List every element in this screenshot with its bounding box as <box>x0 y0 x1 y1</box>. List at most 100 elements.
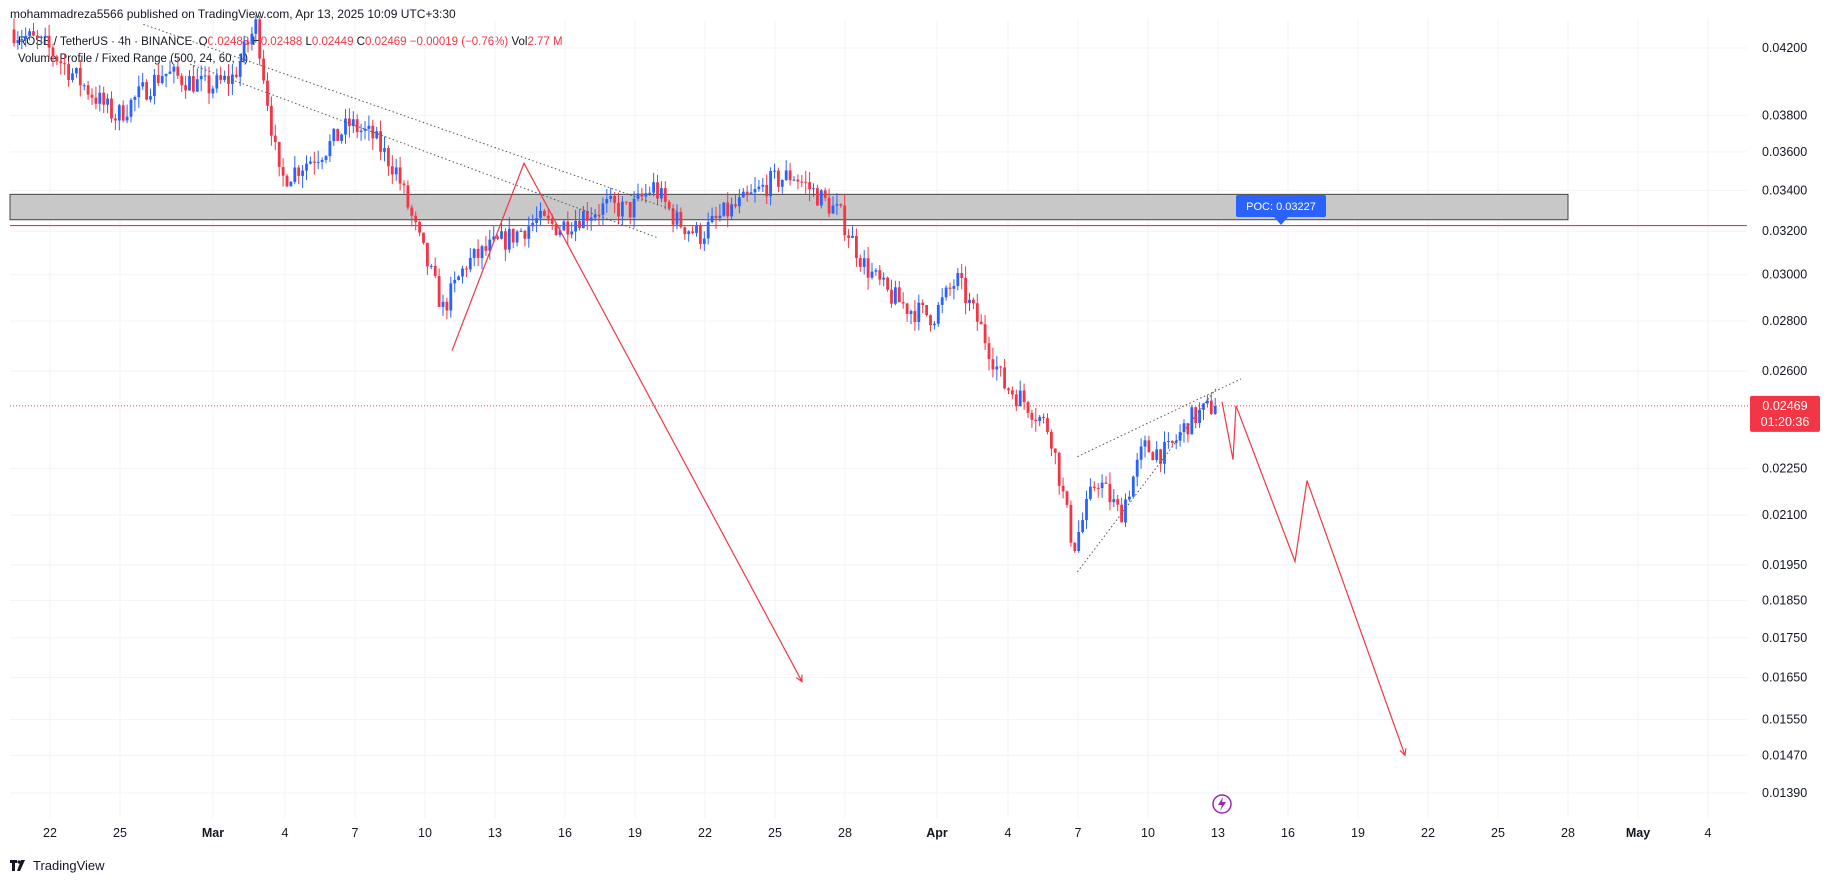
candle-body <box>207 75 211 94</box>
candle-body <box>1014 394 1018 407</box>
candle-body <box>184 85 187 91</box>
y-tick-label: 0.02250 <box>1762 462 1807 476</box>
candle-body <box>1112 499 1116 503</box>
y-tick-label: 0.02800 <box>1762 314 1807 328</box>
candle-body <box>32 31 35 36</box>
candle-body <box>316 161 320 163</box>
last-price-value: 0.02469 <box>1762 399 1807 413</box>
indicator-label[interactable]: Volume Profile / Fixed Range (500, 24, 6… <box>18 53 249 65</box>
candle-body <box>796 179 800 182</box>
candle-body <box>125 116 129 121</box>
projection-arrowhead <box>1399 748 1407 757</box>
candle-body <box>917 302 921 323</box>
candle-body <box>273 135 277 142</box>
candle-body <box>730 204 733 217</box>
y-tick-label: 0.01750 <box>1762 631 1807 645</box>
candle-body <box>301 170 304 176</box>
candle-body <box>1026 402 1030 413</box>
x-tick-label: Apr <box>926 826 948 840</box>
candle-body <box>734 204 737 207</box>
candle-body <box>866 258 870 278</box>
candle-body <box>16 40 20 44</box>
candle-body <box>192 76 195 92</box>
candle-body <box>621 201 624 217</box>
candle-body <box>858 258 862 267</box>
x-tick-label: 19 <box>1351 826 1365 840</box>
candle-body <box>90 94 94 98</box>
candle-body <box>964 277 967 304</box>
candle-body <box>145 82 148 100</box>
candle-body <box>979 321 983 325</box>
candle-body <box>968 299 971 304</box>
candle-body <box>1159 449 1162 464</box>
y-tick-label: 0.02100 <box>1762 508 1807 522</box>
candle-body <box>835 204 839 206</box>
candle-body <box>940 297 944 305</box>
candle-body <box>550 218 554 224</box>
candle-body <box>429 265 433 267</box>
candle-body <box>496 236 499 239</box>
candle-body <box>613 196 616 203</box>
candle-body <box>156 74 160 84</box>
trendline <box>1077 378 1242 458</box>
candle-body <box>1135 459 1139 477</box>
x-tick-label: 4 <box>1005 826 1012 840</box>
x-tick-label: May <box>1626 826 1650 840</box>
candle-body <box>839 204 843 206</box>
candle-body <box>114 118 117 121</box>
candle-body <box>570 231 574 235</box>
high-label: H <box>252 36 261 48</box>
change-value: −0.00019 (−0.76%) <box>409 36 509 48</box>
candle-body <box>1147 440 1151 453</box>
candle-body <box>67 64 70 80</box>
candle-body <box>468 257 472 270</box>
candle-body <box>461 268 464 277</box>
projection-path <box>451 161 803 682</box>
candle-body <box>1178 432 1182 441</box>
candle-body <box>582 211 585 229</box>
candle-body <box>1065 491 1069 505</box>
grid-lines <box>10 20 1747 818</box>
candle-body <box>1170 441 1174 443</box>
candle-body <box>632 198 636 218</box>
projection-arrowhead <box>795 674 803 683</box>
candle-body <box>722 202 726 216</box>
candle-body <box>808 182 811 190</box>
price-axis[interactable]: 0.04200 0.03800 0.03600 0.03400 0.03200 0.030… <box>1762 41 1807 800</box>
candle-body <box>312 161 316 163</box>
drawn-lines <box>10 23 1750 757</box>
candle-body <box>223 75 226 80</box>
candle-body <box>1186 423 1190 435</box>
candle-body <box>543 210 546 216</box>
candle-body <box>812 188 815 190</box>
y-tick-label: 0.03800 <box>1762 108 1807 122</box>
candle-body <box>1050 432 1053 449</box>
candle-body <box>211 88 215 94</box>
candle-body <box>933 323 936 326</box>
candle-body <box>679 212 683 228</box>
candle-body <box>909 311 913 314</box>
candle-body <box>699 225 702 244</box>
open-label: O <box>198 36 208 48</box>
candle-body <box>702 238 706 244</box>
candle-body <box>1167 441 1170 443</box>
time-axis[interactable]: 22 25 Mar 4 7 10 13 16 19 22 25 28 Apr 4 7 10 13 16 19 22 25… <box>43 826 1711 840</box>
candle-body <box>219 75 223 80</box>
candle-body <box>956 272 960 286</box>
x-tick-label: 22 <box>698 826 712 840</box>
candle-body <box>160 76 164 84</box>
candle-body <box>1018 390 1022 407</box>
y-tick-label: 0.01950 <box>1762 558 1807 572</box>
candle-body <box>445 301 449 311</box>
candle-body <box>172 66 176 72</box>
candle-body <box>1046 418 1049 433</box>
candle-body <box>1069 504 1073 543</box>
x-tick-label: 10 <box>418 826 432 840</box>
y-tick-label: 0.02600 <box>1762 364 1807 378</box>
poc-pointer <box>1274 217 1288 225</box>
x-tick-label: 4 <box>282 826 289 840</box>
candle-body <box>387 148 390 167</box>
candle-body <box>340 134 343 141</box>
candle-body <box>270 105 273 136</box>
